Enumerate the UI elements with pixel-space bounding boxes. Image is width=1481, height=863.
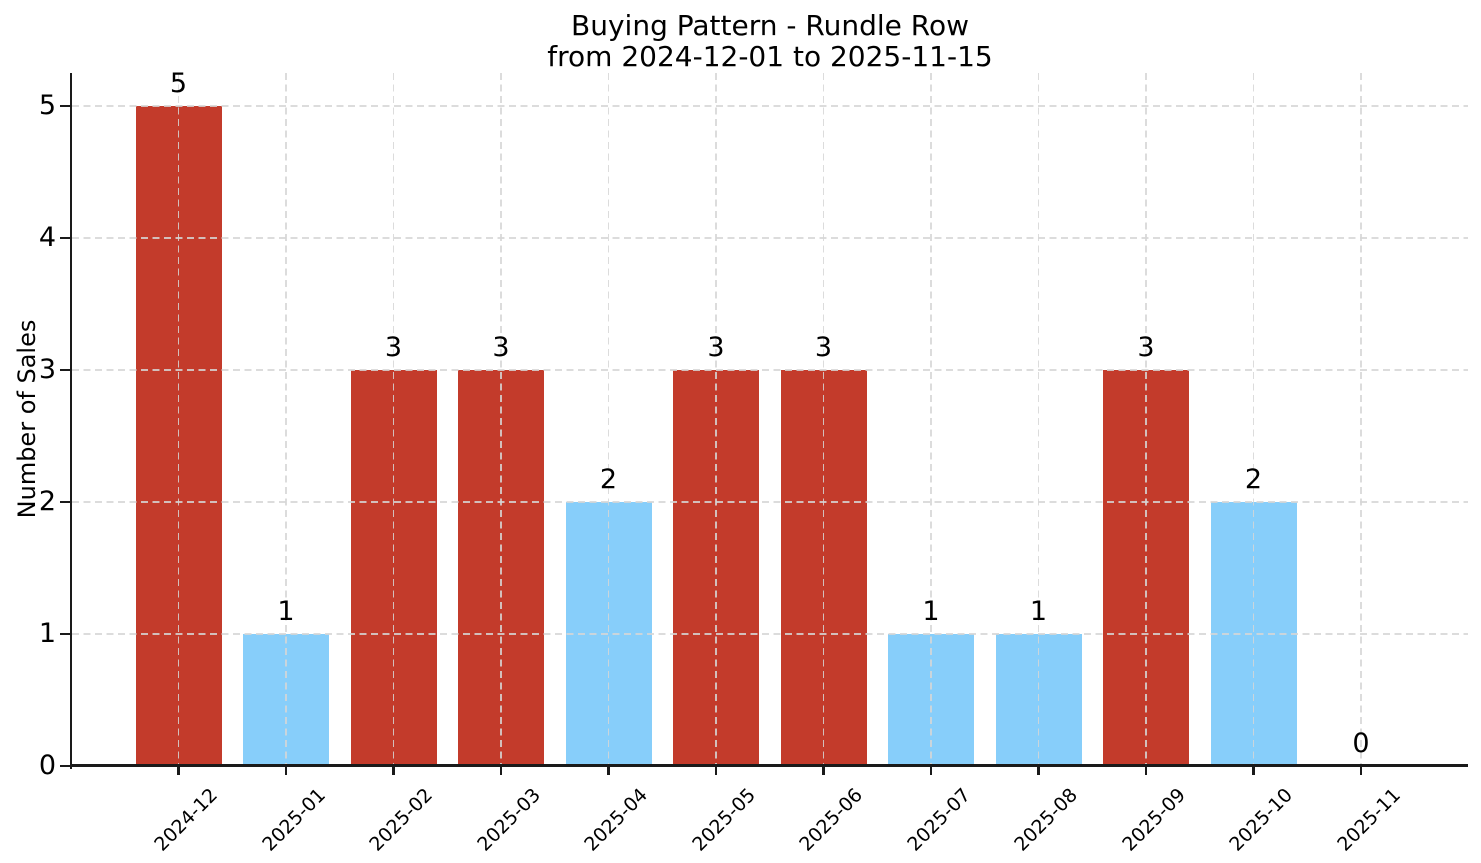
bar-2025-07 bbox=[888, 634, 974, 766]
y-tick-label: 4 bbox=[38, 222, 56, 253]
x-tick-mark bbox=[177, 766, 180, 775]
y-tick-label: 3 bbox=[38, 354, 56, 385]
bar-value-label: 3 bbox=[707, 332, 725, 363]
x-tick-label: 2025-08 bbox=[1010, 784, 1083, 856]
bar-value-label: 0 bbox=[1352, 728, 1370, 759]
bar-value-label: 3 bbox=[814, 332, 833, 363]
bar-value-label: 3 bbox=[492, 332, 510, 363]
x-tick-mark bbox=[392, 766, 395, 775]
x-tick-label: 2025-02 bbox=[365, 784, 438, 856]
bar-value-label: 2 bbox=[1244, 464, 1263, 495]
bar-2025-09 bbox=[1103, 370, 1189, 766]
bar-value-label: 1 bbox=[922, 596, 940, 627]
x-tick-label: 2025-04 bbox=[580, 784, 653, 856]
x-tick-label: 2025-07 bbox=[902, 784, 975, 856]
bars-layer bbox=[72, 73, 1468, 766]
bar-value-label: 3 bbox=[384, 332, 403, 363]
y-tick-mark bbox=[60, 500, 70, 504]
x-tick-mark bbox=[1359, 766, 1363, 775]
y-axis-spine bbox=[69, 73, 72, 769]
x-tick-label: 2025-06 bbox=[795, 784, 868, 856]
x-tick-mark bbox=[714, 766, 718, 775]
y-tick-mark bbox=[60, 104, 70, 108]
bar-2025-08 bbox=[995, 634, 1082, 766]
y-tick-label: 5 bbox=[38, 90, 56, 121]
x-tick-mark bbox=[499, 766, 503, 775]
x-tick-label: 2025-11 bbox=[1332, 784, 1405, 856]
y-tick-mark bbox=[60, 632, 70, 636]
x-tick-label: 2024-12 bbox=[150, 784, 223, 856]
chart-title-line2: from 2024-12-01 to 2025-11-15 bbox=[547, 40, 993, 73]
y-tick-mark bbox=[60, 236, 70, 240]
x-tick-mark bbox=[822, 766, 825, 775]
y-tick-mark bbox=[60, 764, 70, 768]
y-tick-label: 1 bbox=[38, 618, 56, 649]
x-tick-mark bbox=[1037, 766, 1040, 775]
bar-2025-03 bbox=[458, 370, 544, 766]
x-tick-label: 2025-05 bbox=[687, 784, 760, 856]
x-tick-mark bbox=[607, 766, 610, 775]
x-tick-mark bbox=[1144, 766, 1148, 775]
y-tick-label: 2 bbox=[38, 486, 56, 517]
x-tick-label: 2025-01 bbox=[257, 784, 330, 856]
y-tick-label: 0 bbox=[38, 750, 56, 781]
bar-2024-12 bbox=[135, 106, 222, 766]
bar-2025-10 bbox=[1210, 502, 1297, 766]
bar-2025-06 bbox=[780, 370, 867, 766]
x-axis-spine bbox=[69, 764, 1468, 767]
bar-value-label: 2 bbox=[599, 464, 618, 495]
x-tick-label: 2025-03 bbox=[472, 784, 545, 856]
bar-value-label: 3 bbox=[1137, 332, 1155, 363]
bar-value-label: 1 bbox=[1029, 596, 1048, 627]
bar-value-label: 5 bbox=[169, 68, 188, 99]
bar-value-label: 1 bbox=[277, 596, 295, 627]
bar-2025-01 bbox=[243, 634, 329, 766]
bar-2025-02 bbox=[350, 370, 437, 766]
plot-area bbox=[72, 73, 1468, 766]
x-tick-label: 2025-10 bbox=[1225, 784, 1298, 856]
bar-2025-05 bbox=[673, 370, 759, 766]
x-tick-label: 2025-09 bbox=[1117, 784, 1190, 856]
x-tick-mark bbox=[1252, 766, 1255, 775]
x-tick-mark bbox=[284, 766, 288, 775]
y-tick-mark bbox=[60, 368, 70, 372]
chart-title-line1: Buying Pattern - Rundle Row bbox=[571, 9, 969, 42]
x-tick-mark bbox=[929, 766, 933, 775]
chart-title: Buying Pattern - Rundle Row from 2024-12… bbox=[72, 10, 1468, 72]
bar-2025-04 bbox=[565, 502, 652, 766]
